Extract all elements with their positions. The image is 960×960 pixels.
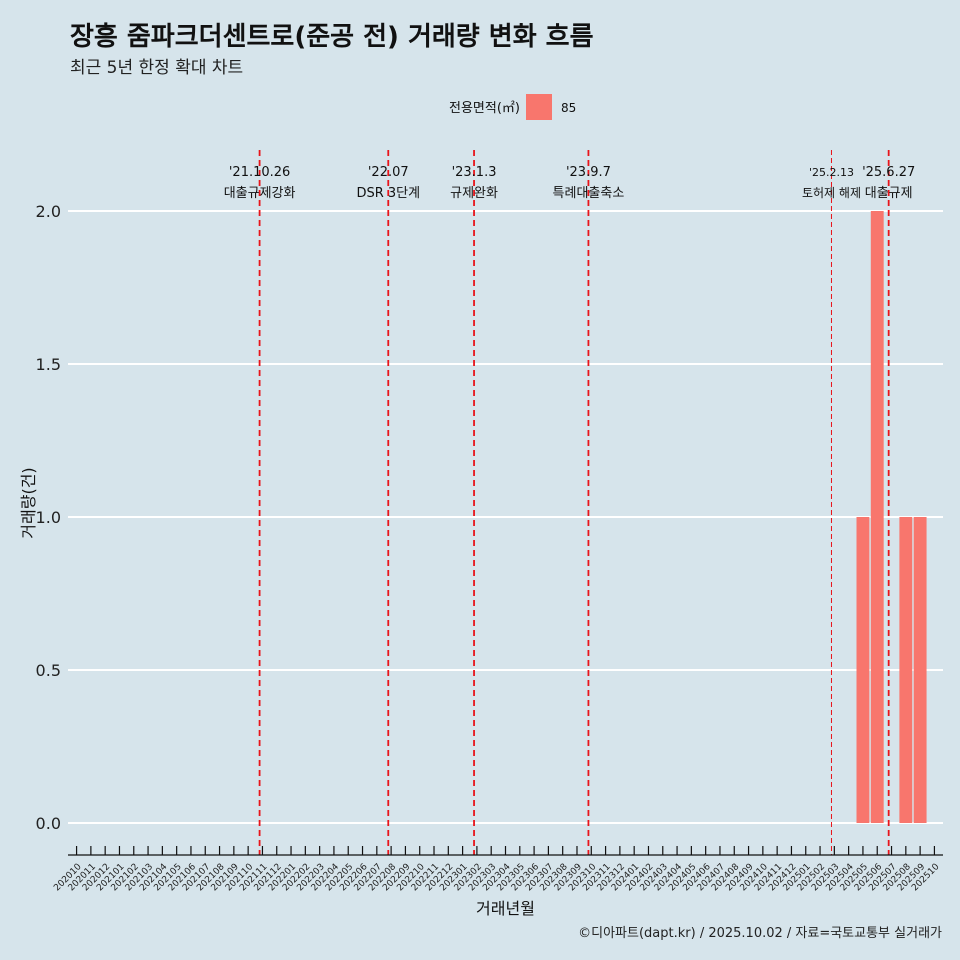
bar bbox=[913, 517, 927, 823]
y-tick-label: 1.0 bbox=[36, 508, 61, 527]
event-label: 대출규제 bbox=[865, 186, 913, 201]
event-date: '25.2.13 bbox=[809, 166, 854, 179]
legend: 전용면적(㎡) 85 bbox=[449, 94, 576, 120]
y-axis-ticks: 0.0 0.5 1.0 1.5 2.0 bbox=[36, 202, 61, 833]
x-axis-label: 거래년월 bbox=[476, 899, 535, 918]
event-label: 대출규제강화 bbox=[224, 186, 296, 201]
y-tick-label: 2.0 bbox=[36, 202, 61, 221]
bar bbox=[856, 517, 870, 823]
bars bbox=[856, 211, 927, 823]
y-tick-label: 0.5 bbox=[36, 661, 61, 680]
event-label: DSR 3단계 bbox=[356, 186, 420, 201]
bar bbox=[870, 211, 884, 823]
event-label: 토허제 해제 bbox=[802, 186, 861, 200]
event-date: '23.9.7 bbox=[566, 165, 611, 180]
legend-title: 전용면적(㎡) bbox=[449, 101, 520, 116]
legend-item-label: 85 bbox=[561, 101, 576, 115]
event-markers: '21.10.26 대출규제강화 '22.07 DSR 3단계 '23.1.3 규제완화 '… bbox=[224, 150, 915, 855]
chart-subtitle: 최근 5년 한정 확대 차트 bbox=[70, 58, 244, 78]
chart-title: 장흥 줌파크더센트로(준공 전) 거래량 변화 흐름 bbox=[70, 22, 594, 52]
event-label: 규제완화 bbox=[450, 186, 498, 201]
event-date: '21.10.26 bbox=[229, 165, 290, 180]
x-axis: 2020102020112020122021012021022021032021… bbox=[52, 846, 943, 893]
y-tick-label: 0.0 bbox=[36, 814, 61, 833]
event-date: '22.07 bbox=[368, 165, 409, 180]
legend-swatch bbox=[526, 94, 552, 120]
source-caption: ©디아파트(dapt.kr) / 2025.10.02 / 자료=국토교통부 실… bbox=[578, 926, 942, 941]
bar bbox=[899, 517, 913, 823]
event-date: '23.1.3 bbox=[452, 165, 497, 180]
y-tick-label: 1.5 bbox=[36, 355, 61, 374]
grid-lines bbox=[68, 210, 943, 824]
y-axis-label: 거래량(건) bbox=[19, 467, 38, 538]
event-label: 특례대출축소 bbox=[553, 186, 625, 201]
event-date: '25.6.27 bbox=[862, 165, 915, 180]
